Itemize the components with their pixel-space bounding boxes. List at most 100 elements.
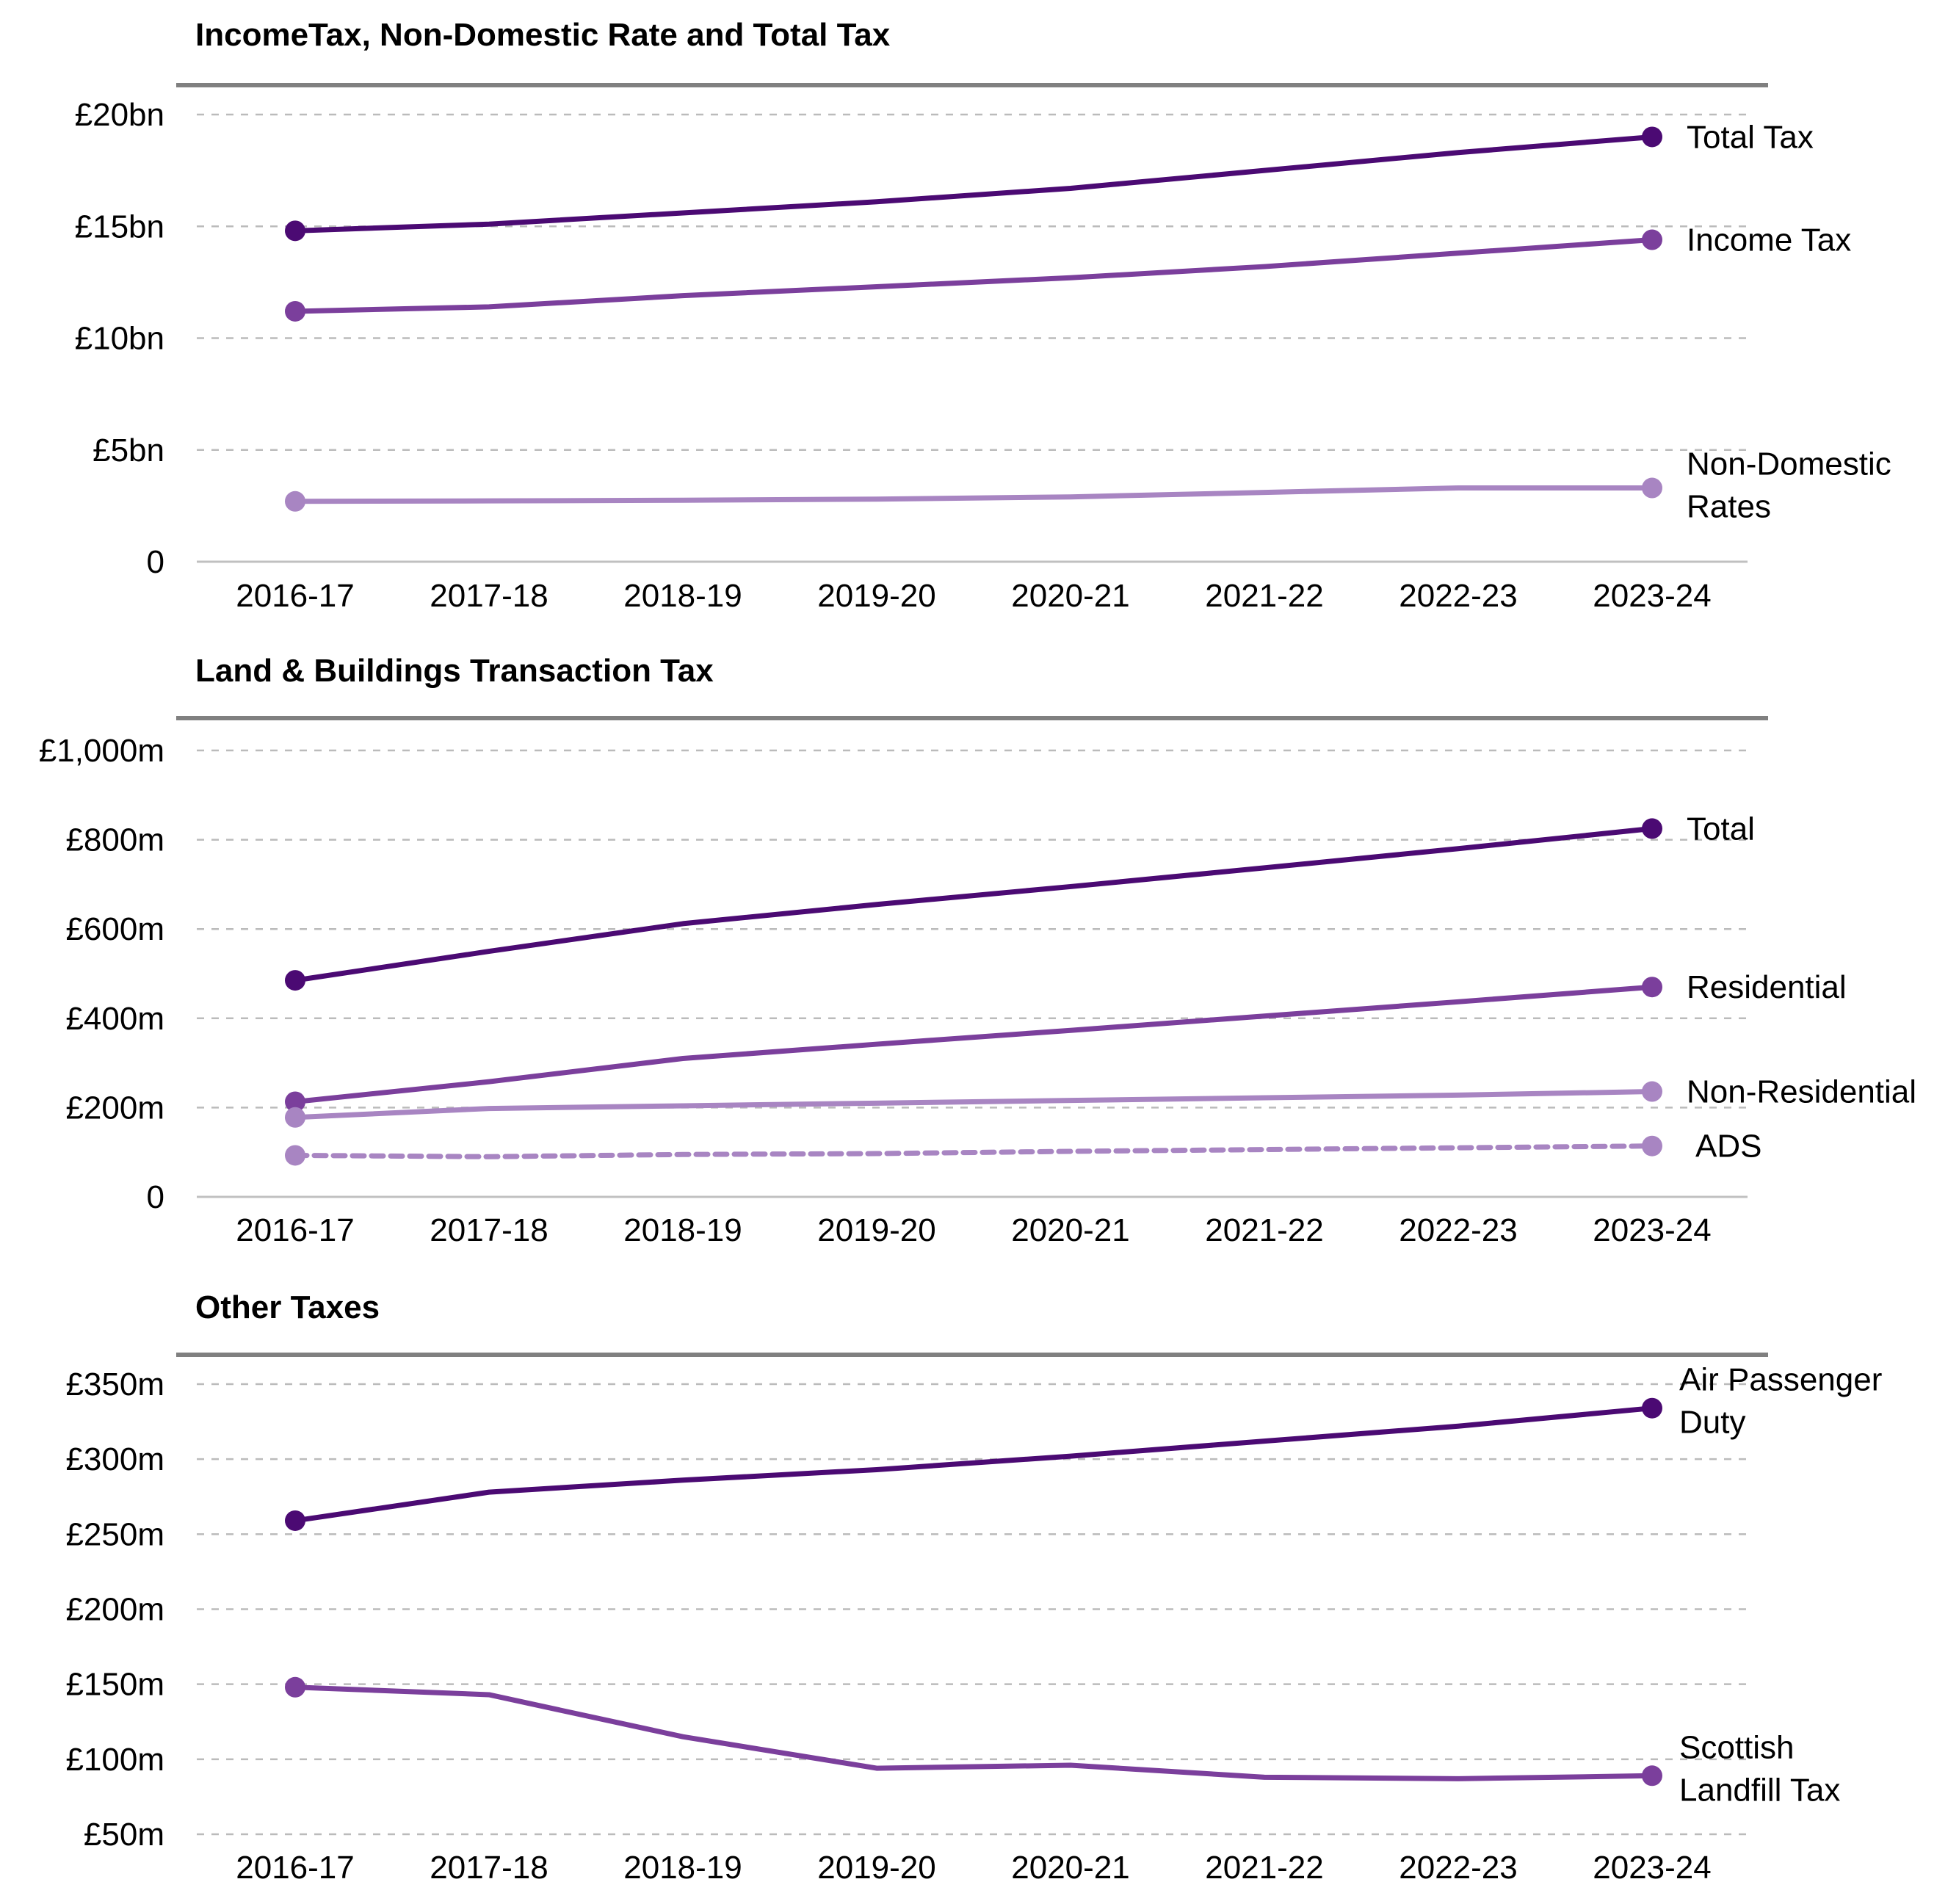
y-tick-label: £5bn <box>93 432 164 468</box>
series-label-line: Scottish <box>1679 1729 1795 1765</box>
series-label-line: Residential <box>1687 969 1847 1005</box>
series-label-line: Total Tax <box>1687 119 1814 155</box>
y-tick-label: £300m <box>65 1441 164 1477</box>
y-tick-label: 0 <box>147 1179 164 1215</box>
y-tick-label: £400m <box>65 1001 164 1037</box>
series-line <box>292 485 1655 504</box>
panel-other-taxes: Other Taxes £50m £100m £150m £200m £250m £300m… <box>65 1289 1882 1886</box>
series-start-point <box>285 1107 305 1128</box>
series-start-point <box>285 970 305 991</box>
series-end-point <box>1642 229 1662 250</box>
series-line <box>292 1684 1655 1781</box>
y-tick-label: £1,000m <box>39 733 164 769</box>
series-label: Air Passenger Duty <box>1679 1362 1882 1441</box>
x-tick-label: 2016-17 <box>236 1212 354 1248</box>
series-label-line: Income Tax <box>1687 222 1851 258</box>
x-tick-label: 2018-19 <box>623 1212 742 1248</box>
series-start-point <box>285 1145 305 1166</box>
y-tick-label: £100m <box>65 1742 164 1778</box>
series-label-line: Non-Residential <box>1687 1074 1916 1110</box>
y-tick-label: £250m <box>65 1516 164 1552</box>
y-tick-label: £15bn <box>75 209 164 245</box>
x-tick-label: 2021-22 <box>1205 578 1323 614</box>
series-start-point <box>285 220 305 242</box>
series-label: Total <box>1687 811 1755 847</box>
x-tick-label: 2019-20 <box>817 1212 935 1248</box>
series-line <box>292 237 1655 314</box>
panel-title: Other Taxes <box>195 1289 380 1325</box>
x-tick-label: 2021-22 <box>1205 1212 1323 1248</box>
y-tick-label: £350m <box>65 1367 164 1402</box>
series-start-point <box>285 1510 305 1531</box>
series-residential: Residential <box>285 969 1847 1112</box>
series-label-line: Landfill Tax <box>1679 1772 1840 1808</box>
series-line <box>292 1405 1655 1524</box>
series-label-line: Duty <box>1679 1405 1745 1441</box>
x-tick-label: 2016-17 <box>236 1850 354 1886</box>
series-scottish-landfill-tax: Scottish Landfill Tax <box>285 1676 1840 1808</box>
series-end-point <box>1642 1135 1662 1156</box>
series-end-point <box>1642 126 1662 148</box>
series-line <box>292 1143 1655 1159</box>
y-tick-label: £50m <box>84 1817 164 1853</box>
series-label-line: ADS <box>1695 1129 1761 1165</box>
series-end-point <box>1642 1397 1662 1419</box>
x-tick-label: 2020-21 <box>1011 578 1129 614</box>
x-tick-label: 2022-23 <box>1399 578 1517 614</box>
x-tick-label: 2016-17 <box>236 578 354 614</box>
series-non-domestic-rates: Non-Domestic Rates <box>285 446 1891 525</box>
series-start-point <box>285 1091 305 1112</box>
y-tick-label: £10bn <box>75 321 164 357</box>
series-label: Total Tax <box>1687 119 1814 155</box>
series-end-point <box>1642 1765 1662 1787</box>
x-tick-label: 2022-23 <box>1399 1850 1517 1886</box>
x-tick-label: 2023-24 <box>1593 1212 1711 1248</box>
series-total-tax: Total Tax <box>285 119 1814 242</box>
y-tick-label: £200m <box>65 1592 164 1628</box>
series-total: Total <box>285 811 1755 991</box>
y-tick-label: £20bn <box>75 97 164 133</box>
x-tick-label: 2022-23 <box>1399 1212 1517 1248</box>
x-tick-label: 2020-21 <box>1011 1850 1129 1886</box>
series-line <box>292 825 1655 983</box>
panel-land-buildings-transaction-tax: Land & Buildings Transaction Tax 0 £200m £4… <box>39 653 1916 1248</box>
y-tick-label: 0 <box>147 544 164 580</box>
series-ads: ADS <box>285 1129 1761 1166</box>
series-label: ADS <box>1695 1129 1761 1165</box>
series-end-point <box>1642 977 1662 998</box>
x-tick-label: 2017-18 <box>430 1212 548 1248</box>
panel-title: Land & Buildings Transaction Tax <box>195 653 714 689</box>
series-label-line: Non-Domestic <box>1687 446 1891 482</box>
series-label-line: Air Passenger <box>1679 1362 1882 1398</box>
series-line <box>292 984 1655 1104</box>
y-tick-label: £150m <box>65 1667 164 1703</box>
x-tick-label: 2018-19 <box>623 1850 742 1886</box>
series-end-point <box>1642 818 1662 839</box>
series-end-point <box>1642 1081 1662 1102</box>
x-tick-label: 2019-20 <box>817 1850 935 1886</box>
series-line <box>292 134 1655 234</box>
panel-incometax-non-domestic-rate-and-total-tax: IncomeTax, Non-Domestic Rate and Total T… <box>75 17 1891 614</box>
x-tick-label: 2018-19 <box>623 578 742 614</box>
series-start-point <box>285 1676 305 1698</box>
y-tick-label: £200m <box>65 1090 164 1126</box>
x-tick-label: 2020-21 <box>1011 1212 1129 1248</box>
x-tick-label: 2017-18 <box>430 1850 548 1886</box>
series-start-point <box>285 300 305 322</box>
series-label: Non-Domestic Rates <box>1687 446 1891 525</box>
series-income-tax: Income Tax <box>285 222 1851 322</box>
series-label: Scottish Landfill Tax <box>1679 1729 1840 1808</box>
x-tick-label: 2023-24 <box>1593 578 1711 614</box>
x-tick-label: 2023-24 <box>1593 1850 1711 1886</box>
series-label-line: Rates <box>1687 489 1771 525</box>
series-start-point <box>285 491 305 512</box>
series-label: Residential <box>1687 969 1847 1005</box>
x-tick-label: 2017-18 <box>430 578 548 614</box>
panel-title: IncomeTax, Non-Domestic Rate and Total T… <box>195 17 891 53</box>
series-non-residential: Non-Residential <box>285 1074 1916 1128</box>
x-tick-label: 2021-22 <box>1205 1850 1323 1886</box>
series-label: Non-Residential <box>1687 1074 1916 1110</box>
series-label: Income Tax <box>1687 222 1851 258</box>
series-line <box>292 1089 1655 1121</box>
